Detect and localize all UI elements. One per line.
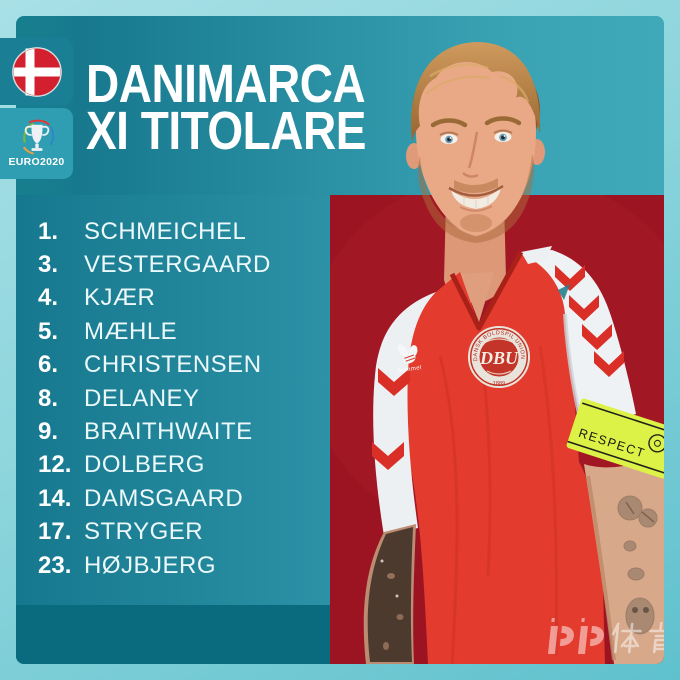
player-name: DELANEY bbox=[84, 384, 200, 412]
lineup-row: 3. VESTERGAARD bbox=[16, 248, 330, 281]
denmark-flag-icon bbox=[11, 46, 62, 97]
lineup-row: 9. BRAITHWAITE bbox=[16, 415, 330, 448]
jersey bbox=[372, 246, 636, 664]
lineup-row: 1. SCHMEICHEL bbox=[16, 215, 330, 248]
svg-text:DBU: DBU bbox=[479, 348, 519, 368]
player-name: VESTERGAARD bbox=[84, 251, 271, 279]
lineup-row: 6. CHRISTENSEN bbox=[16, 349, 330, 382]
tattoo-left-arm bbox=[363, 524, 416, 664]
player-head bbox=[406, 42, 545, 243]
player-name: SCHMEICHEL bbox=[84, 217, 247, 245]
beard bbox=[418, 154, 535, 243]
pp-sports-watermark: PP体育 bbox=[548, 618, 664, 655]
dbu-crest: DANSK BOLDSPIL UNION 1889 DBU bbox=[468, 326, 530, 388]
player-number: 1. bbox=[38, 217, 59, 245]
tattoo-right-arm bbox=[584, 452, 664, 664]
player-name: DOLBERG bbox=[84, 451, 205, 479]
hummel-logo: hummel bbox=[397, 344, 422, 374]
player-number: 23. bbox=[38, 551, 72, 579]
player-name: HØJBJERG bbox=[84, 551, 217, 579]
player-number: 6. bbox=[38, 351, 59, 379]
player-number: 3. bbox=[38, 251, 59, 279]
headline-line1: DANIMARCA bbox=[86, 53, 366, 114]
title-band bbox=[16, 16, 664, 195]
lineup-row: 8. DELANEY bbox=[16, 382, 330, 415]
denmark-flag-badge bbox=[0, 38, 73, 105]
headline-line2: XI TITOLARE bbox=[86, 100, 366, 161]
player-name: CHRISTENSEN bbox=[84, 351, 262, 379]
lineup-row: 14. DAMSGAARD bbox=[16, 482, 330, 515]
player-number: 8. bbox=[38, 384, 59, 412]
player-number: 9. bbox=[38, 418, 59, 446]
player-name: STRYGER bbox=[84, 518, 204, 546]
svg-text:1889: 1889 bbox=[493, 381, 505, 387]
svg-text:hummel: hummel bbox=[397, 365, 422, 374]
eyebrows bbox=[430, 116, 522, 128]
euro2020-trophy-icon bbox=[22, 119, 54, 155]
sleeve-chevrons bbox=[555, 265, 624, 377]
player-number: 5. bbox=[38, 317, 59, 345]
player-number: 14. bbox=[38, 484, 72, 512]
lineup-row: 23. HØJBJERG bbox=[16, 549, 330, 582]
mouth bbox=[448, 184, 504, 212]
lineup-row: 12. DOLBERG bbox=[16, 449, 330, 482]
player-photo: RESPECT DANSK BOLDSPIL UNION 1889 DBU bbox=[330, 16, 664, 664]
player-number: 12. bbox=[38, 451, 72, 479]
player-number: 4. bbox=[38, 284, 59, 312]
eyes bbox=[439, 129, 513, 144]
hair-front bbox=[411, 42, 541, 142]
player-illustration: RESPECT DANSK BOLDSPIL UNION 1889 DBU bbox=[330, 42, 664, 664]
euro2020-wordmark: EURO2020 bbox=[8, 156, 65, 168]
lineup-row: 4. KJÆR bbox=[16, 282, 330, 315]
nose bbox=[462, 131, 479, 178]
lineup-row: 17. STRYGER bbox=[16, 516, 330, 549]
main-panel: 1. SCHMEICHEL 3. VESTERGAARD 4. KJÆR 5. MÆHL… bbox=[16, 16, 664, 664]
player-name: MÆHLE bbox=[84, 317, 178, 345]
lineup-list: 1. SCHMEICHEL 3. VESTERGAARD 4. KJÆR 5. MÆHL… bbox=[16, 195, 330, 582]
player-name: KJÆR bbox=[84, 284, 156, 312]
player-number: 17. bbox=[38, 518, 72, 546]
euro2020-badge: EURO2020 bbox=[0, 108, 73, 179]
lineup-row: 5. MÆHLE bbox=[16, 315, 330, 348]
player-name: BRAITHWAITE bbox=[84, 418, 253, 446]
player-name: DAMSGAARD bbox=[84, 484, 244, 512]
